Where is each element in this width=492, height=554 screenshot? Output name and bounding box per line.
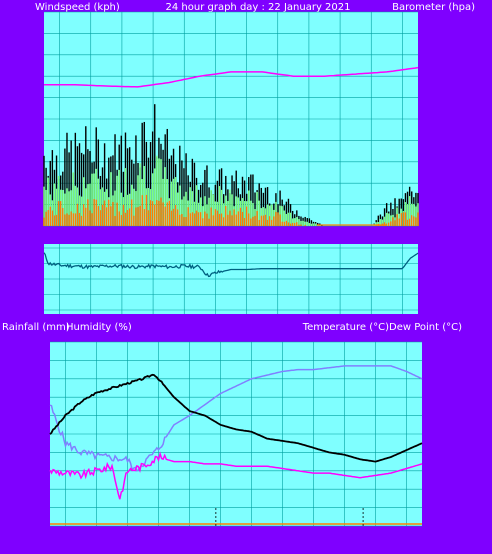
temperature-panel	[49, 341, 423, 527]
temperature-grid	[50, 341, 422, 527]
graph-title: 24 hour graph day : 22 January 2021	[166, 2, 351, 13]
humidity-label: Humidity (%)	[66, 322, 132, 333]
barometer-line	[44, 66, 419, 88]
sun-annotations	[215, 508, 364, 526]
humidity-line	[49, 365, 423, 472]
direction-line	[43, 252, 419, 278]
barometer-label: Barometer (hpa)	[392, 2, 475, 13]
rainfall-label: Rainfall (mm)	[2, 322, 70, 333]
temperature-dewpoint-label: Temperature (°C)Dew Point (°C)	[302, 322, 462, 333]
windspeed-label: Windspeed (kph)	[35, 2, 120, 13]
dewpoint-line	[49, 451, 423, 500]
temperature-line	[49, 373, 423, 463]
wind-panel	[43, 11, 419, 227]
direction-panel	[43, 244, 419, 314]
direction-grid	[44, 244, 418, 314]
wind-bars	[43, 104, 419, 226]
